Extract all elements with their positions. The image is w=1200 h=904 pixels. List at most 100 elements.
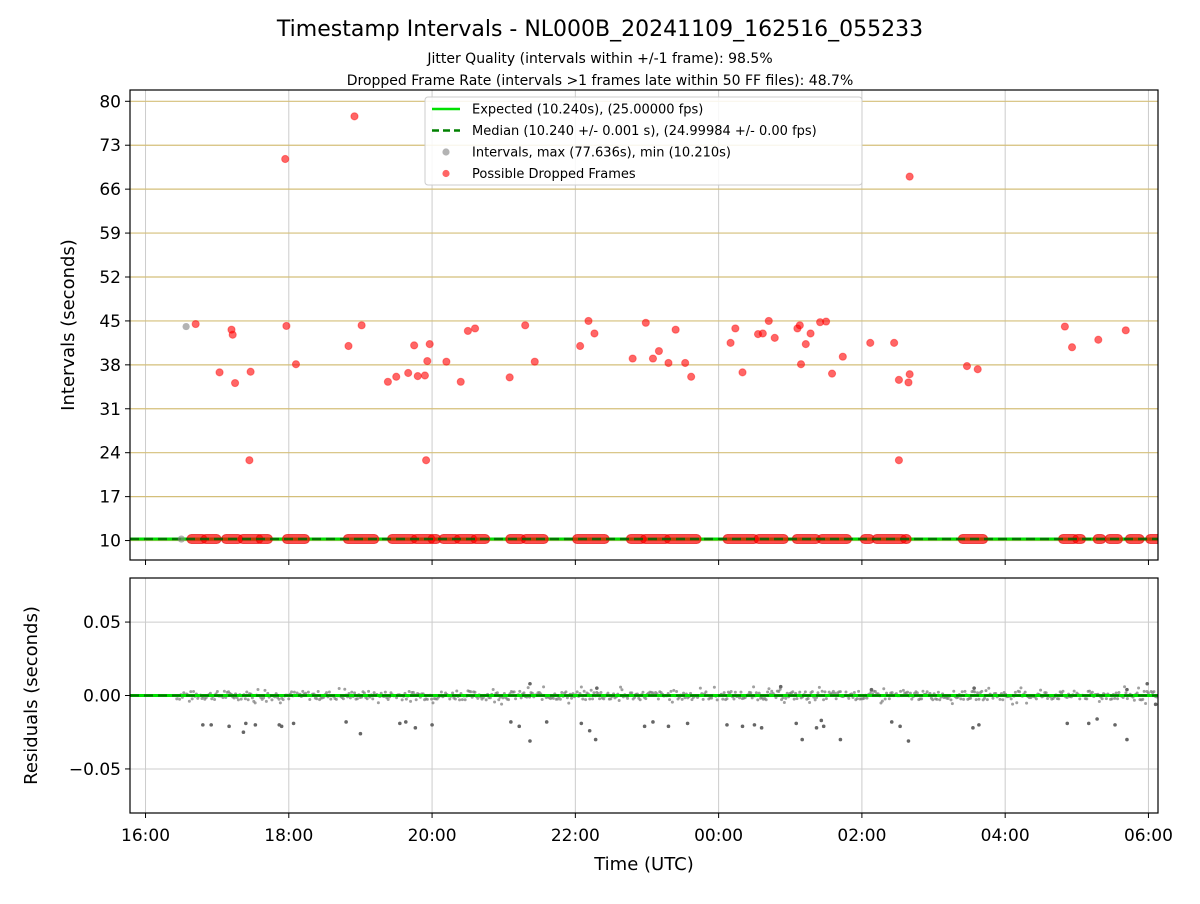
bottom-xtick-label: 20:00 — [408, 826, 457, 846]
dropped-frame-point — [648, 354, 658, 363]
top-ytick-label: 80 — [99, 92, 121, 112]
residual-point — [752, 685, 756, 689]
dropped-frame-point — [392, 372, 401, 381]
residual-point — [770, 689, 774, 693]
residual-point — [316, 689, 320, 693]
residual-point — [262, 696, 266, 700]
residual-point — [669, 689, 673, 693]
residual-point — [824, 697, 828, 701]
residual-point — [668, 698, 672, 702]
residual-point — [325, 691, 329, 695]
residual-point — [570, 696, 574, 700]
residual-point — [952, 689, 956, 693]
residual-point — [882, 687, 886, 691]
residual-point — [983, 696, 987, 700]
dropped-frame-point — [590, 329, 599, 338]
residual-outlier-point — [291, 721, 296, 726]
residual-point — [810, 690, 814, 694]
bottom-ytick-label: 0.00 — [83, 687, 121, 707]
residual-point — [376, 701, 380, 705]
residual-point — [1090, 690, 1094, 694]
residual-outlier-point — [528, 739, 532, 743]
residual-point — [187, 699, 191, 703]
residual-point — [306, 690, 310, 694]
residual-point — [1085, 697, 1089, 701]
residual-point — [1061, 689, 1065, 693]
dropped-frame-point — [228, 330, 237, 339]
residual-outlier-point — [579, 721, 584, 726]
intervals-plot-area — [130, 112, 1158, 545]
residual-point — [599, 691, 603, 695]
residual-point — [949, 698, 953, 702]
residual-point — [725, 697, 729, 701]
residual-point — [1046, 696, 1050, 700]
residual-point — [567, 701, 571, 705]
residual-point — [602, 697, 606, 701]
dropped-frame-point — [442, 357, 451, 366]
residual-point — [1110, 697, 1114, 701]
residual-outlier-point — [209, 723, 213, 727]
residual-point — [991, 696, 995, 700]
bottom-ylabel: Residuals (seconds) — [21, 606, 42, 785]
residual-point — [560, 691, 564, 695]
residual-point — [246, 698, 250, 702]
dropped-frame-point — [215, 368, 224, 377]
residual-point — [641, 690, 645, 694]
legend-swatch-point — [442, 148, 450, 156]
top-ytick-label: 38 — [99, 356, 121, 376]
dropped-frame-point — [1094, 335, 1103, 344]
dropped-frame-point — [291, 360, 301, 369]
residual-point — [844, 690, 848, 694]
dropped-frame-point — [463, 326, 472, 336]
dropped-frame-point — [357, 321, 366, 330]
top-ytick-label: 31 — [99, 400, 121, 420]
residual-point — [1152, 690, 1156, 694]
residual-point — [710, 696, 714, 700]
residual-point — [1013, 690, 1017, 694]
dropped-frame-point — [904, 378, 913, 387]
residual-point — [192, 689, 196, 693]
dropped-frame-point — [731, 324, 740, 333]
chart-subtitle-dropped: Dropped Frame Rate (intervals >1 frames … — [347, 73, 854, 89]
residual-point — [400, 698, 404, 702]
residual-point — [925, 690, 929, 694]
chart-legend: Expected (10.240s), (25.00000 fps) Median… — [424, 96, 863, 186]
residual-point — [729, 689, 733, 693]
residual-point — [337, 686, 341, 690]
residual-point — [778, 687, 782, 691]
residual-point — [973, 690, 977, 694]
residual-point — [1009, 697, 1013, 701]
residual-point — [806, 697, 810, 701]
residual-point — [281, 698, 285, 702]
residual-point — [341, 697, 345, 701]
dropped-frame-point — [758, 329, 767, 338]
dropped-frame-point — [827, 369, 837, 378]
residual-point — [256, 687, 260, 691]
residual-point — [526, 686, 530, 690]
residual-point — [963, 689, 967, 693]
residual-point — [469, 690, 473, 694]
residual-point — [630, 691, 634, 695]
residual-outlier-point — [595, 686, 599, 690]
interval-point — [177, 535, 185, 543]
residual-point — [976, 691, 980, 695]
bottom-ytick-label: −0.05 — [69, 760, 121, 780]
residual-point — [987, 686, 991, 690]
residuals-panel: 16:00 18:00 20:00 22:00 00:00 02:00 04:00 06:00… — [21, 577, 1173, 875]
residual-point — [638, 698, 642, 702]
residual-point — [782, 700, 786, 704]
residual-point — [455, 689, 459, 693]
residual-point — [820, 689, 824, 693]
residual-point — [327, 690, 331, 694]
residual-point — [488, 696, 492, 700]
dropped-frame-point — [246, 367, 255, 376]
residual-point — [766, 690, 770, 694]
residual-point — [749, 691, 753, 695]
residual-outlier-point — [651, 720, 655, 724]
residual-outlier-point — [685, 721, 690, 726]
residual-point — [1135, 691, 1139, 695]
residual-point — [777, 690, 781, 694]
residual-point — [292, 690, 296, 694]
dropped-frame-point — [770, 333, 779, 342]
residual-outlier-point — [1153, 702, 1158, 707]
